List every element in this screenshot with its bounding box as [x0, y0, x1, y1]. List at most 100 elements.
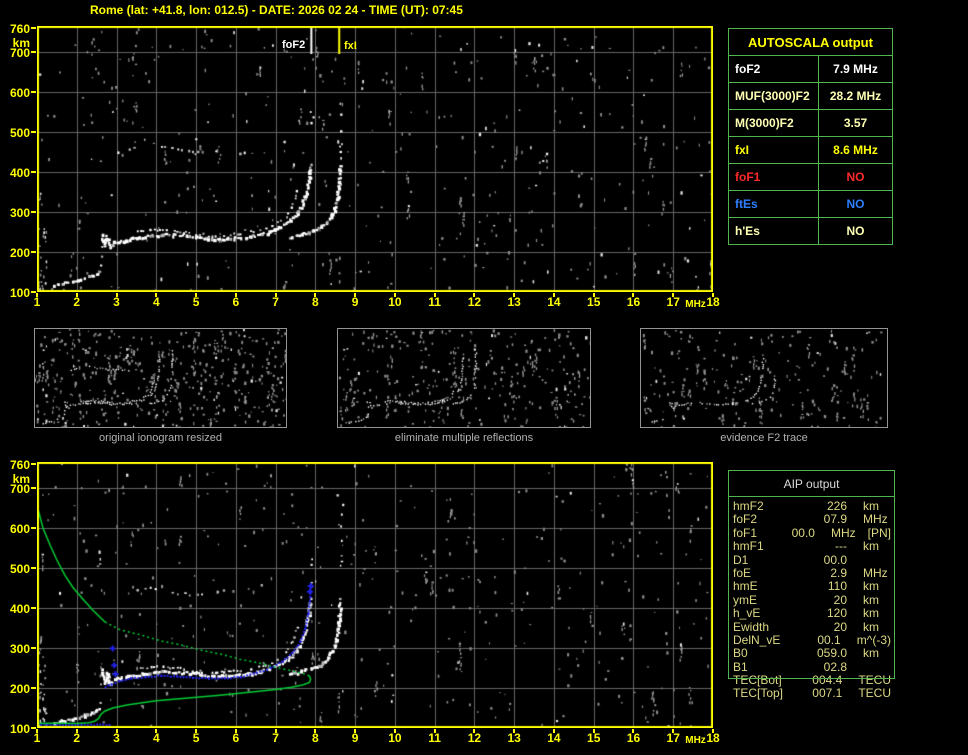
x-tick-label: 6 [232, 295, 240, 309]
x-tick-label: 1 [33, 295, 41, 309]
aip-param-label: B0 [733, 646, 748, 661]
y-tick-label: 200 [9, 246, 30, 260]
x-tick-mark [115, 729, 118, 733]
x-tick-label: 17 [666, 295, 680, 309]
autoscala-row-MUF(3000)F2: MUF(3000)F2 28.2 MHz [729, 83, 892, 110]
y-tick-label: 500 [9, 126, 30, 140]
aip-param-unit: km [863, 619, 879, 634]
aip-param-unit: TECU [858, 673, 891, 688]
x-tick-label: 2 [73, 295, 81, 309]
x-tick-label: 4 [152, 295, 160, 309]
aip-param-value: 110 [827, 579, 847, 594]
x-tick-mark [393, 729, 396, 733]
y-tick-mark [31, 527, 36, 529]
thumbnail-cleaned-image [337, 328, 591, 428]
x-tick-label: 15 [587, 295, 601, 309]
y-tick-label: 200 [9, 682, 30, 696]
autoscala-param-label: foF2 [729, 56, 819, 82]
aip-param-label: ymE [733, 592, 757, 607]
x-tick-mark [195, 293, 198, 297]
station-date-time-title: Rome (lat: +41.8, lon: 012.5) - DATE: 20… [90, 3, 463, 17]
autoscala-row-foF2: foF2 7.9 MHz [729, 56, 892, 83]
aip-param-unit: MHz [863, 565, 888, 580]
aip-param-flag: [PN] [867, 525, 891, 540]
x-tick-mark [195, 729, 198, 733]
x-tick-label: 10 [388, 295, 402, 309]
aip-param-label: h_vE [733, 606, 761, 621]
aip-param-value: 00.0 [823, 552, 847, 567]
x-tick-label: 7 [272, 731, 279, 745]
aip-param-unit: km [863, 579, 879, 594]
autoscala-param-value: NO [846, 224, 865, 238]
x-tick-mark [592, 729, 595, 733]
aip-row-h_vE: h_vE 120 km [733, 606, 891, 621]
aip-param-unit: MHz [863, 512, 888, 527]
x-tick-mark [274, 729, 277, 733]
aip-param-value: 226 [826, 499, 847, 513]
aip-param-unit: km [863, 646, 879, 661]
thumbnail-f2trace-image [640, 328, 888, 428]
fxi-marker-label: fxI [344, 40, 357, 52]
aip-row-ymE: ymE 20 km [733, 592, 891, 607]
aip-param-value: 00.0 [791, 525, 815, 540]
x-tick-mark [115, 293, 118, 297]
x-tick-mark [314, 293, 317, 297]
thumbnail-original-image [34, 328, 287, 428]
aip-param-label: foE [733, 565, 752, 580]
y-tick-mark [31, 91, 36, 93]
interpreted-ionogram-plot [37, 462, 713, 728]
y-tick-label: 760 [9, 458, 30, 472]
x-tick-mark [712, 729, 714, 733]
x-tick-mark [473, 729, 476, 733]
aip-param-unit: MHz [830, 525, 856, 540]
aip-row-hmF1: hmF1 --- km [733, 539, 891, 554]
aip-row-foF1: foF1 00.0 MHz [PN] [733, 525, 891, 540]
x-tick-mark [513, 293, 516, 297]
autoscala-param-value: 3.57 [843, 116, 868, 130]
x-tick-mark [36, 293, 38, 297]
x-tick-label: 13 [507, 295, 521, 309]
x-tick-mark [433, 729, 436, 733]
thumbnail-original-caption: original ionogram resized [99, 432, 222, 444]
aip-param-value: 059.0 [816, 646, 847, 661]
x-tick-mark [393, 293, 396, 297]
y-axis-unit: km [12, 36, 30, 50]
aip-param-value: 20 [833, 592, 847, 607]
aip-param-value: 00.1 [817, 632, 841, 647]
thumbnail-cleaned: eliminate multiple reflections [337, 328, 591, 444]
autoscala-param-label: h'Es [729, 218, 819, 244]
x-tick-label: 16 [626, 731, 641, 745]
autoscala-param-label: M(3000)F2 [729, 110, 819, 136]
y-tick-label: 100 [9, 286, 30, 300]
aip-param-value: 004.4 [812, 673, 843, 688]
y-tick-mark [31, 463, 36, 465]
x-tick-mark [234, 293, 237, 297]
x-tick-label: 6 [232, 731, 240, 745]
y-tick-label: 500 [9, 562, 30, 576]
x-tick-label: 4 [152, 731, 160, 745]
x-tick-mark [632, 293, 635, 297]
x-tick-mark [592, 293, 595, 297]
scaled-ionogram-plot [37, 26, 713, 292]
x-tick-label: 3 [113, 731, 120, 745]
x-tick-label: 9 [351, 295, 359, 309]
x-tick-mark [354, 729, 357, 733]
autoscala-param-label: fxI [729, 137, 819, 163]
x-tick-label: 7 [272, 295, 279, 309]
x-tick-label: 14 [547, 295, 561, 309]
fof2-marker-label: foF2 [282, 39, 306, 51]
aip-param-label: hmF1 [733, 539, 764, 554]
x-tick-label: 1 [33, 731, 41, 745]
x-tick-label: 11 [428, 731, 441, 745]
y-tick-label: 400 [9, 166, 30, 180]
x-tick-mark [632, 729, 635, 733]
y-tick-mark [31, 251, 36, 253]
y-tick-mark [31, 211, 36, 213]
autoscala-row-M(3000)F2: M(3000)F2 3.57 [729, 110, 892, 137]
x-tick-label: 17 [666, 731, 680, 745]
aip-row-hmE: hmE 110 km [733, 579, 891, 594]
aip-param-value: 02.8 [823, 659, 847, 674]
aip-row-foE: foE 2.9 MHz [733, 565, 891, 580]
aip-row-hmF2: hmF2 226 km [733, 499, 891, 513]
thumbnail-f2trace-caption: evidence F2 trace [720, 432, 808, 444]
